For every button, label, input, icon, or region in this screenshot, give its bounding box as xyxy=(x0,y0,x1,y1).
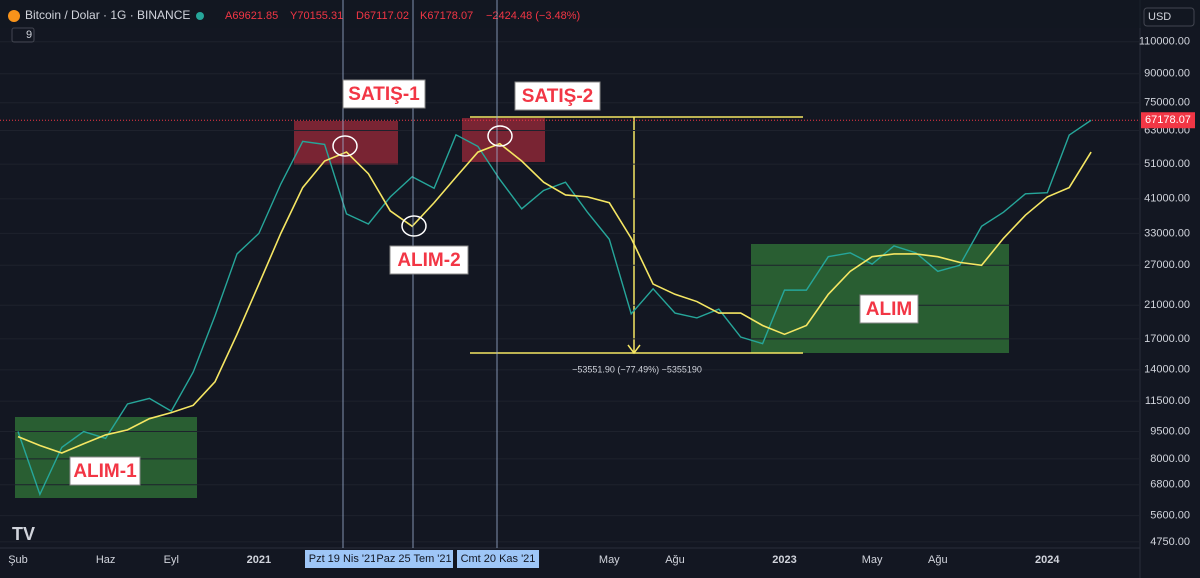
y-tick-label: 11500.00 xyxy=(1145,395,1190,407)
last-price-label: 67178.07 xyxy=(1145,114,1191,126)
y-tick-label: 4750.00 xyxy=(1150,536,1190,548)
ohlc-value: −2424.48 (−3.48%) xyxy=(486,10,580,22)
ohlc-value: A69621.85 xyxy=(225,10,278,22)
coin-icon xyxy=(8,10,20,22)
x-tick-label: Haz xyxy=(96,554,116,566)
moving-average xyxy=(17,142,1092,454)
currency[interactable]: USD xyxy=(1148,11,1171,23)
measure-label: −53551.90 (−77.49%) −5355190 xyxy=(572,364,702,374)
last-price-box xyxy=(1141,112,1195,129)
x-tick-label: Eyl xyxy=(164,554,179,566)
price-line xyxy=(17,119,1092,497)
y-tick-label: 17000.00 xyxy=(1144,333,1190,345)
logo: TV xyxy=(12,524,35,544)
annotation: ALIM-1 xyxy=(73,461,137,482)
y-tick-label: 6800.00 xyxy=(1150,479,1190,491)
y-tick-label: 27000.00 xyxy=(1144,259,1190,271)
ohlc-value: K67178.07 xyxy=(420,10,473,22)
y-tick-label: 90000.00 xyxy=(1144,68,1190,80)
crosshair-label-box xyxy=(305,550,380,568)
crosshair-label-box xyxy=(457,550,539,568)
y-tick-label: 41000.00 xyxy=(1144,193,1190,205)
highlight-circle xyxy=(401,215,427,237)
crosshair-label: Pzt 19 Nis '21 xyxy=(309,553,377,565)
ohlc-value: D67117.02 xyxy=(356,10,409,22)
indicator-count[interactable]: 9 xyxy=(26,29,32,41)
ohlc-value: Y70155.31 xyxy=(290,10,343,22)
y-tick-label: 51000.00 xyxy=(1144,158,1190,170)
y-tick-label: 9500.00 xyxy=(1150,425,1190,437)
crosshair-label-box xyxy=(375,550,453,568)
measure-arrow xyxy=(627,344,641,355)
x-tick-label: 2021 xyxy=(247,554,271,566)
annotation: ALIM-2 xyxy=(397,250,460,271)
x-tick-label: May xyxy=(862,554,883,566)
y-tick-label: 5600.00 xyxy=(1150,510,1190,522)
annotation-box xyxy=(342,79,426,109)
y-tick-label: 110000.00 xyxy=(1139,36,1190,48)
x-tick-label: Şub xyxy=(8,554,28,566)
annotation: ALIM xyxy=(866,299,912,320)
annotation-box xyxy=(389,245,469,275)
y-tick-label: 21000.00 xyxy=(1144,299,1190,311)
status-dot xyxy=(196,12,204,20)
indicator-toggle[interactable] xyxy=(11,27,35,43)
highlight-circle xyxy=(487,125,513,147)
annotation-box xyxy=(514,81,601,111)
annotation: SATIŞ-2 xyxy=(522,86,593,107)
x-tick-label: Ağu xyxy=(665,554,685,566)
y-tick-label: 75000.00 xyxy=(1144,97,1190,109)
x-tick-label: Ağu xyxy=(928,554,948,566)
symbol-title: Bitcoin / Dolar · 1G · BINANCE xyxy=(25,8,190,22)
highlight-circle xyxy=(332,135,358,157)
y-tick-label: 8000.00 xyxy=(1150,453,1190,465)
annotation-box xyxy=(859,294,919,324)
y-tick-label: 14000.00 xyxy=(1144,364,1190,376)
x-tick-label: 2023 xyxy=(772,554,796,566)
annotation-box xyxy=(69,456,141,486)
y-tick-label: 33000.00 xyxy=(1144,227,1190,239)
crosshair-label: Paz 25 Tem '21 xyxy=(376,553,451,565)
crosshair-label: Cmt 20 Kas '21 xyxy=(461,553,536,565)
x-tick-label: May xyxy=(599,554,620,566)
x-tick-label: 2024 xyxy=(1035,554,1060,566)
currency-box[interactable] xyxy=(1143,7,1195,27)
annotation: SATIŞ-1 xyxy=(348,84,420,105)
